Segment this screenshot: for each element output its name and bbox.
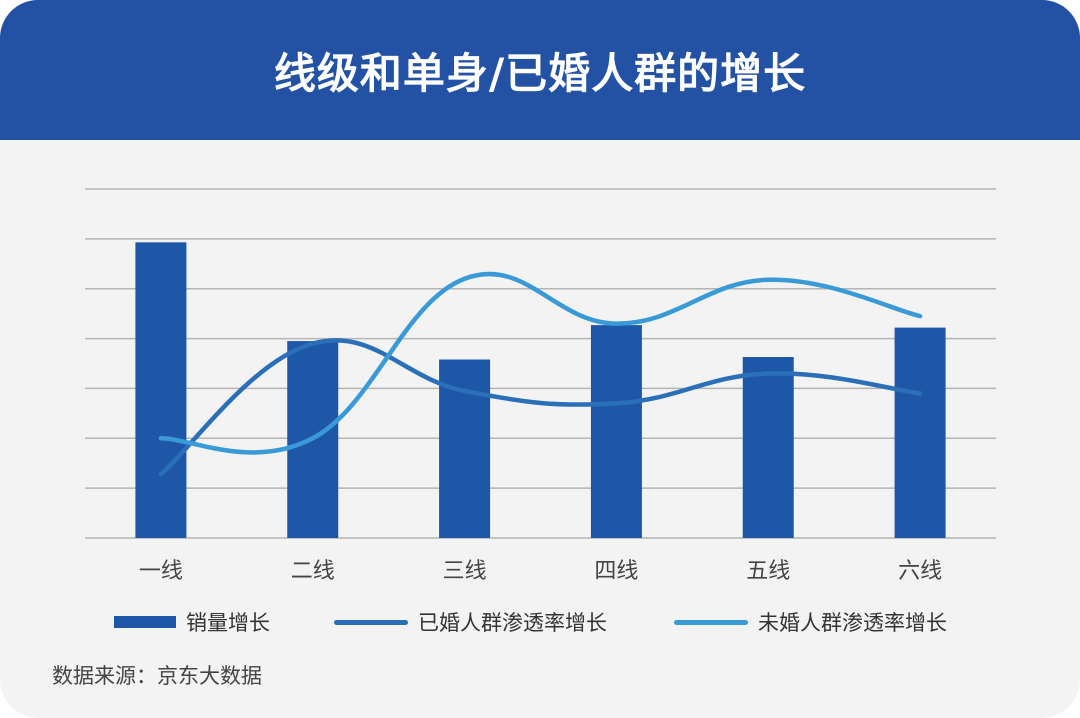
legend-label-married: 已婚人群渗透率增长 xyxy=(418,611,607,635)
x-tick-label: 五线 xyxy=(746,559,790,584)
x-tick-label: 三线 xyxy=(443,559,487,584)
x-tick-label: 一线 xyxy=(139,559,183,584)
header-bar: 线级和单身/已婚人群的增长 xyxy=(0,0,1080,140)
legend-label-sales: 销量增长 xyxy=(186,611,270,635)
legend-swatch-sales xyxy=(114,616,176,628)
legend-label-unmarried: 未婚人群渗透率增长 xyxy=(758,611,947,635)
bar-sales-5 xyxy=(742,357,794,538)
page-title: 线级和单身/已婚人群的增长 xyxy=(273,48,807,98)
x-tick-label: 四线 xyxy=(594,559,638,584)
data-source: 数据来源：京东大数据 xyxy=(52,664,262,688)
combo-chart: 一线 二线 三线 四线 五线 六线 xyxy=(85,188,996,584)
legend-item-sales: 销量增长 xyxy=(114,604,270,640)
legend-swatch-married xyxy=(334,619,408,625)
grid-lines xyxy=(85,188,996,539)
legend-swatch-unmarried xyxy=(674,619,748,625)
legend: 销量增长 已婚人群渗透率增长 未婚人群渗透率增长 xyxy=(0,604,1080,640)
line-series xyxy=(158,271,923,477)
bar-sales-4 xyxy=(590,325,642,538)
x-tick-label: 二线 xyxy=(291,559,335,584)
legend-item-unmarried: 未婚人群渗透率增长 xyxy=(674,604,947,640)
bar-sales-1 xyxy=(135,242,187,538)
line-married xyxy=(158,338,923,477)
bar-sales-6 xyxy=(894,327,946,538)
x-tick-label: 六线 xyxy=(898,559,942,584)
line-unmarried xyxy=(158,271,923,455)
legend-item-married: 已婚人群渗透率增长 xyxy=(334,604,607,640)
x-axis-ticks: 一线 二线 三线 四线 五线 六线 xyxy=(139,559,942,584)
